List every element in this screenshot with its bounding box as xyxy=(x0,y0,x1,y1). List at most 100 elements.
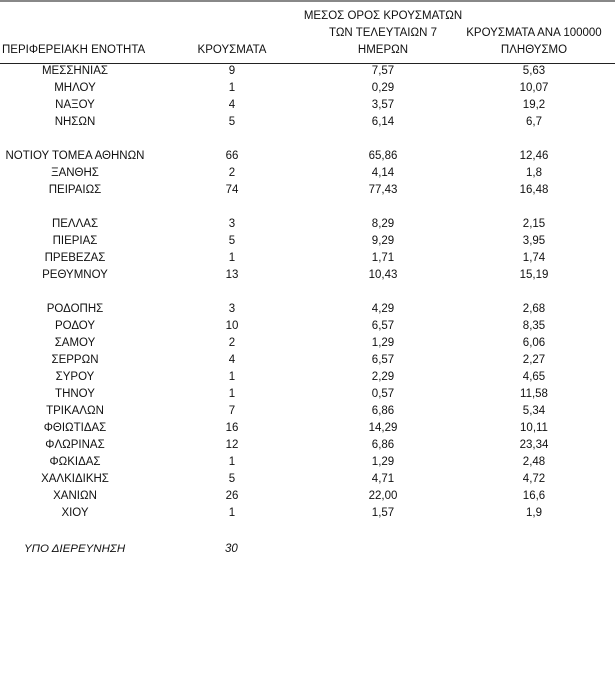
cases-cell: 2 xyxy=(228,167,236,179)
region-cell: ΠΡΕΒΕΖΑΣ xyxy=(44,252,106,264)
region-cell: ΦΩΚΙΔΑΣ xyxy=(49,456,101,468)
table-row: ΞΑΝΘΗΣ 2 4,14 1,8 xyxy=(0,165,615,182)
avg-cell: 4,29 xyxy=(371,303,395,315)
cases-cell: 13 xyxy=(225,269,239,281)
table-row: ΠΙΕΡΙΑΣ 5 9,29 3,95 xyxy=(0,233,615,250)
avg-cell: 3,57 xyxy=(371,99,395,111)
per100k-cell: 19,2 xyxy=(522,99,546,111)
region-cell: ΧΑΛΚΙΔΙΚΗΣ xyxy=(41,473,109,485)
avg-cell: 6,57 xyxy=(371,320,395,332)
header-per100k-line2: ΠΛΗΘΥΣΜΟ xyxy=(500,44,568,56)
region-cell: ΧΑΝΙΩΝ xyxy=(53,490,97,502)
cases-cell: 12 xyxy=(225,439,239,451)
top-border xyxy=(0,0,615,2)
region-cell: ΝΗΣΩΝ xyxy=(54,116,96,128)
table-row: ΠΕΙΡΑΙΩΣ 74 77,43 16,48 xyxy=(0,182,615,199)
cases-cell: 1 xyxy=(228,371,236,383)
avg-cell: 0,57 xyxy=(371,388,395,400)
cases-cell: 1 xyxy=(228,388,236,400)
per100k-cell: 2,68 xyxy=(522,303,546,315)
avg-cell: 14,29 xyxy=(368,422,398,434)
cases-cell: 5 xyxy=(228,116,236,128)
table-row: ΠΕΛΛΑΣ 3 8,29 2,15 xyxy=(0,216,615,233)
avg-cell: 1,29 xyxy=(371,456,395,468)
header-region: ΠΕΡΙΦΕΡΕΙΑΚΗ ΕΝΟΤΗΤΑ xyxy=(2,44,146,56)
per100k-cell: 6,06 xyxy=(522,337,546,349)
cases-cell: 3 xyxy=(228,303,236,315)
table-row: ΣΥΡΟΥ 1 2,29 4,65 xyxy=(0,369,615,386)
per100k-cell: 10,11 xyxy=(520,422,548,434)
avg-cell: 8,29 xyxy=(371,218,395,230)
per100k-cell: 5,63 xyxy=(522,65,546,77)
per100k-cell: 1,8 xyxy=(526,167,542,179)
per100k-cell: 4,65 xyxy=(522,371,546,383)
header-avg-line2: ΤΩΝ ΤΕΛΕΥΤΑΙΩΝ 7 xyxy=(329,27,437,39)
region-cell: ΤΗΝΟΥ xyxy=(55,388,95,400)
avg-cell: 4,71 xyxy=(371,473,395,485)
per100k-cell: 8,35 xyxy=(522,320,546,332)
avg-cell: 6,57 xyxy=(371,354,395,366)
avg-cell: 1,57 xyxy=(371,507,395,519)
header-underline xyxy=(0,63,615,64)
region-cell: ΡΕΘΥΜΝΟΥ xyxy=(42,269,108,281)
per100k-cell: 5,34 xyxy=(522,405,546,417)
per100k-cell: 2,27 xyxy=(522,354,546,366)
per100k-cell: 3,95 xyxy=(522,235,546,247)
header-avg-line1: ΜΕΣΟΣ ΟΡΟΣ ΚΡΟΥΣΜΑΤΩΝ xyxy=(303,10,463,22)
table-row: ΤΡΙΚΑΛΩΝ 7 6,86 5,34 xyxy=(0,403,615,420)
table-row: ΡΟΔΟΠΗΣ 3 4,29 2,68 xyxy=(0,301,615,318)
cases-cell: 7 xyxy=(228,405,236,417)
region-cell: ΝΟΤΙΟΥ ΤΟΜΕΑ ΑΘΗΝΩΝ xyxy=(5,150,145,162)
region-cell: ΠΕΛΛΑΣ xyxy=(51,218,99,230)
table-row: ΦΩΚΙΔΑΣ 1 1,29 2,48 xyxy=(0,454,615,471)
table-row: ΡΟΔΟΥ 10 6,57 8,35 xyxy=(0,318,615,335)
table-row: ΜΗΛΟΥ 1 0,29 10,07 xyxy=(0,80,615,97)
header-per100k-line1: ΚΡΟΥΣΜΑΤΑ ΑΝΑ 100000 xyxy=(466,27,602,39)
region-cell: ΣΥΡΟΥ xyxy=(55,371,95,383)
region-cell: ΣΕΡΡΩΝ xyxy=(51,354,99,366)
per100k-cell: 10,07 xyxy=(519,82,549,94)
avg-cell: 6,14 xyxy=(371,116,395,128)
footer-label: ΥΠΟ ΔΙΕΡΕΥΝΗΣΗ xyxy=(24,543,126,555)
per100k-cell: 16,48 xyxy=(519,184,549,196)
cases-cell: 5 xyxy=(228,235,236,247)
per100k-cell: 6,7 xyxy=(526,116,542,128)
per100k-cell: 1,9 xyxy=(526,507,542,519)
cases-cell: 1 xyxy=(228,252,236,264)
cases-cell: 9 xyxy=(228,65,236,77)
avg-cell: 77,43 xyxy=(368,184,398,196)
per100k-cell: 4,72 xyxy=(522,473,546,485)
region-cell: ΧΙΟΥ xyxy=(61,507,89,519)
cases-cell: 1 xyxy=(228,456,236,468)
per100k-cell: 15,19 xyxy=(519,269,549,281)
table-row: ΠΡΕΒΕΖΑΣ 1 1,71 1,74 xyxy=(0,250,615,267)
cases-cell: 3 xyxy=(228,218,236,230)
per100k-cell: 23,34 xyxy=(519,439,549,451)
region-cell: ΜΕΣΣΗΝΙΑΣ xyxy=(41,65,109,77)
table-row: ΝΟΤΙΟΥ ΤΟΜΕΑ ΑΘΗΝΩΝ 66 65,86 12,46 xyxy=(0,148,615,165)
avg-cell: 65,86 xyxy=(368,150,398,162)
table-row: ΦΘΙΩΤΙΔΑΣ 16 14,29 10,11 xyxy=(0,420,615,437)
table-row: ΧΑΝΙΩΝ 26 22,00 16,6 xyxy=(0,488,615,505)
avg-cell: 1,71 xyxy=(371,252,395,264)
region-cell: ΝΑΞΟΥ xyxy=(55,99,95,111)
per100k-cell: 1,74 xyxy=(522,252,546,264)
region-cell: ΡΟΔΟΠΗΣ xyxy=(46,303,104,315)
table-row: ΧΑΛΚΙΔΙΚΗΣ 5 4,71 4,72 xyxy=(0,471,615,488)
cases-cell: 5 xyxy=(228,473,236,485)
cases-cell: 66 xyxy=(225,150,239,162)
avg-cell: 1,29 xyxy=(371,337,395,349)
cases-cell: 16 xyxy=(225,422,239,434)
avg-cell: 9,29 xyxy=(371,235,395,247)
avg-cell: 6,86 xyxy=(371,405,395,417)
cases-cell: 10 xyxy=(225,320,239,332)
region-cell: ΣΑΜΟΥ xyxy=(54,337,96,349)
per100k-cell: 11,58 xyxy=(520,388,548,400)
avg-cell: 4,14 xyxy=(371,167,395,179)
table-row: ΣΕΡΡΩΝ 4 6,57 2,27 xyxy=(0,352,615,369)
table-row: ΧΙΟΥ 1 1,57 1,9 xyxy=(0,505,615,522)
region-cell: ΦΘΙΩΤΙΔΑΣ xyxy=(43,422,107,434)
table-row: ΜΕΣΣΗΝΙΑΣ 9 7,57 5,63 xyxy=(0,63,615,80)
region-cell: ΠΙΕΡΙΑΣ xyxy=(52,235,98,247)
avg-cell: 6,86 xyxy=(371,439,395,451)
